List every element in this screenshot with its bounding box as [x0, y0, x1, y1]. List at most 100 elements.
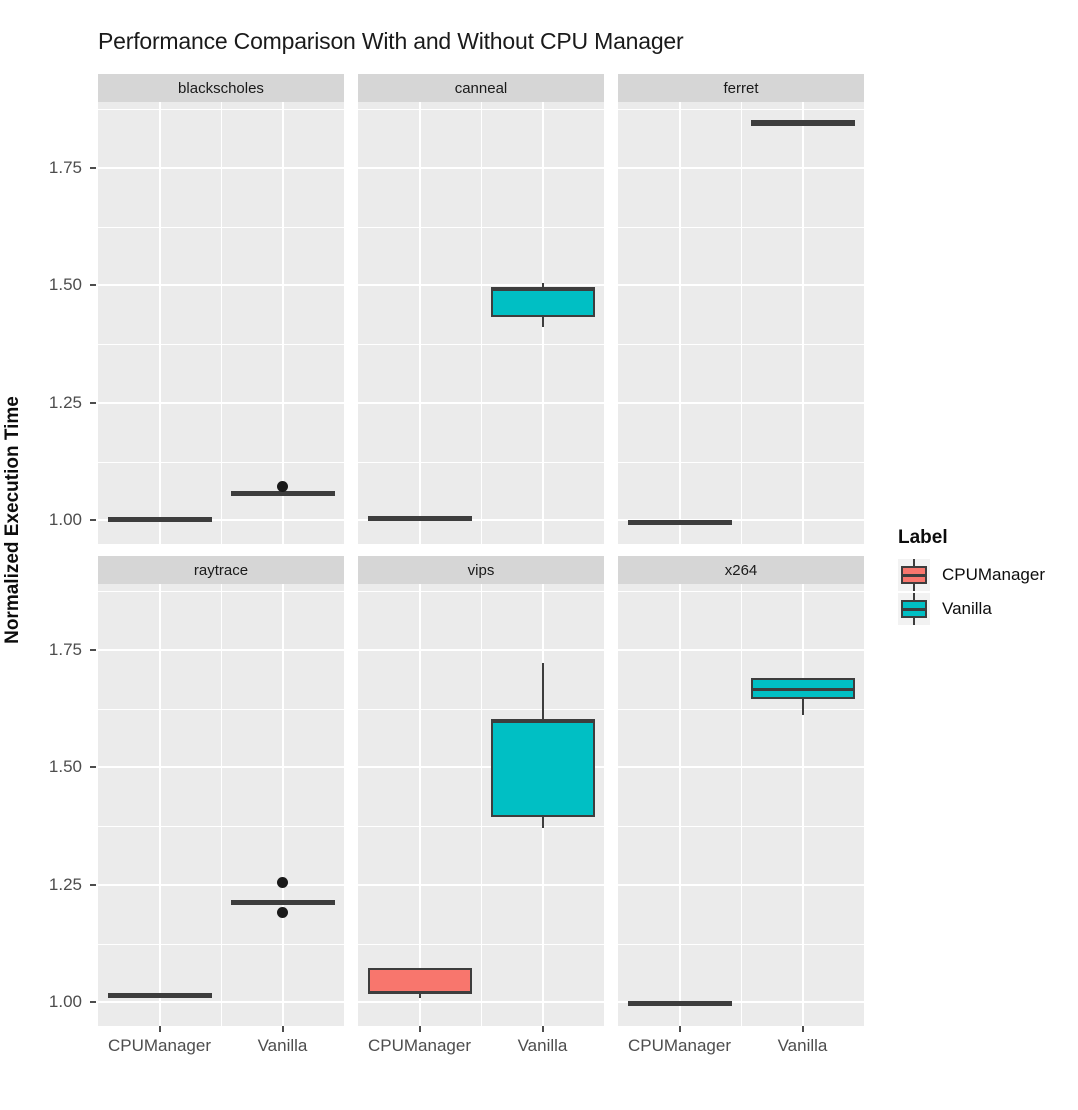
gridline-minor-vertical	[741, 584, 742, 1026]
plot-panel	[358, 102, 604, 544]
plot-panel	[98, 102, 344, 544]
whisker-upper	[541, 283, 544, 287]
x-axis-tick-label: CPUManager	[628, 1036, 731, 1055]
outlier-point	[277, 906, 288, 918]
chart-legend: Label CPUManager Vanilla	[898, 527, 1073, 626]
median-line	[627, 1001, 732, 1005]
gridline-minor-vertical	[221, 102, 222, 544]
x-axis-tick-mark	[801, 1026, 804, 1032]
y-axis-tick-label: 1.00	[48, 992, 82, 1012]
x-axis-tick-label: Vanilla	[517, 1036, 568, 1055]
whisker-lower	[541, 816, 544, 828]
plot-panel	[98, 584, 344, 1026]
x-axis-tick-label: CPUManager	[108, 1036, 211, 1055]
legend-items: CPUManager Vanilla	[898, 558, 1073, 626]
median-line	[107, 993, 212, 997]
y-axis-tick-label: 1.75	[48, 157, 82, 177]
y-axis-tick-label: 1.50	[48, 757, 82, 777]
median-line	[490, 719, 595, 723]
boxplot-vanilla	[230, 102, 335, 544]
legend-label: CPUManager	[942, 565, 1045, 584]
gridline-minor-vertical	[481, 584, 482, 1026]
gridline-minor-vertical	[221, 584, 222, 1026]
plot-panel	[618, 584, 864, 1026]
gridline-major-vertical	[678, 102, 681, 544]
y-axis-tick-mark	[90, 883, 96, 886]
legend-median	[901, 574, 927, 577]
boxplot-vanilla	[750, 584, 855, 1026]
facet-strip-label: blackscholes	[98, 74, 344, 102]
x-axis-tick-mark	[281, 1026, 284, 1032]
box	[490, 286, 595, 318]
x-axis-tick-mark	[418, 1026, 421, 1032]
plot-panel	[358, 584, 604, 1026]
plot-panel	[618, 102, 864, 544]
facet-strip-label: x264	[618, 556, 864, 584]
y-axis-tick-label: 1.25	[48, 392, 82, 412]
facet-strip-label: vips	[358, 556, 604, 584]
gridline-major-vertical	[281, 584, 284, 1026]
facet-panel-raytrace: raytrace	[98, 556, 344, 1026]
y-axis-tick-mark	[90, 166, 96, 169]
x-axis-tick-mark	[678, 1026, 681, 1032]
median-line	[367, 516, 472, 520]
y-axis-tick-mark	[90, 284, 96, 287]
legend-key-swatch	[898, 593, 930, 625]
gridline-major-vertical	[801, 102, 804, 544]
gridline-major-vertical	[158, 584, 161, 1026]
facet-strip-label: raytrace	[98, 556, 344, 584]
y-axis-tick-mark	[90, 401, 96, 404]
chart-title: Performance Comparison With and Without …	[98, 28, 684, 54]
y-axis-tick-mark	[90, 766, 96, 769]
median-line	[750, 121, 855, 125]
y-axis-tick-mark	[90, 519, 96, 522]
outlier-point	[277, 481, 288, 493]
facet-panel-x264: x264	[618, 556, 864, 1026]
median-line	[490, 287, 595, 291]
boxplot-vanilla	[750, 102, 855, 544]
gridline-major-vertical	[158, 102, 161, 544]
y-axis-tick-label: 1.50	[48, 275, 82, 295]
legend-median	[901, 608, 927, 611]
gridline-minor-vertical	[481, 102, 482, 544]
median-line	[230, 899, 335, 903]
facet-grid: blackscholes canneal ferret raytrace vips x26…	[98, 74, 864, 1026]
gridline-major-vertical	[678, 584, 681, 1026]
legend-key-swatch	[898, 559, 930, 591]
legend-item-cpumanager[interactable]: CPUManager	[898, 558, 1073, 592]
gridline-major-vertical	[281, 102, 284, 544]
whisker-upper	[541, 662, 544, 720]
boxplot-cpumanager	[367, 102, 472, 544]
y-axis-tick-mark	[90, 648, 96, 651]
y-axis-tick-label: 1.25	[48, 874, 82, 894]
x-axis-tick-label: CPUManager	[368, 1036, 471, 1055]
boxplot-vanilla	[230, 584, 335, 1026]
gridline-major-vertical	[801, 584, 804, 1026]
boxplot-vanilla	[490, 584, 595, 1026]
legend-title: Label	[898, 527, 948, 548]
box	[490, 719, 595, 817]
median-line	[107, 516, 212, 520]
y-axis-tick-label: 1.75	[48, 639, 82, 659]
boxplot-cpumanager	[627, 102, 732, 544]
facet-panel-canneal: canneal	[358, 74, 604, 544]
outlier-point	[277, 876, 288, 888]
facet-row: raytrace vips x264	[98, 556, 864, 1026]
median-line	[750, 687, 855, 691]
boxplot-vanilla	[490, 102, 595, 544]
x-axis-tick-label: Vanilla	[257, 1036, 308, 1055]
boxplot-cpumanager	[627, 584, 732, 1026]
y-axis-tick-mark	[90, 1001, 96, 1004]
median-line	[230, 491, 335, 495]
facet-panel-ferret: ferret	[618, 74, 864, 544]
gridline-major-vertical	[418, 102, 421, 544]
facet-strip-label: ferret	[618, 74, 864, 102]
whisker-lower	[418, 994, 421, 998]
median-line	[367, 991, 472, 995]
legend-item-vanilla[interactable]: Vanilla	[898, 592, 1073, 626]
facet-strip-label: canneal	[358, 74, 604, 102]
whisker-lower	[541, 317, 544, 327]
facet-panel-vips: vips	[358, 556, 604, 1026]
boxplot-cpumanager	[107, 584, 212, 1026]
